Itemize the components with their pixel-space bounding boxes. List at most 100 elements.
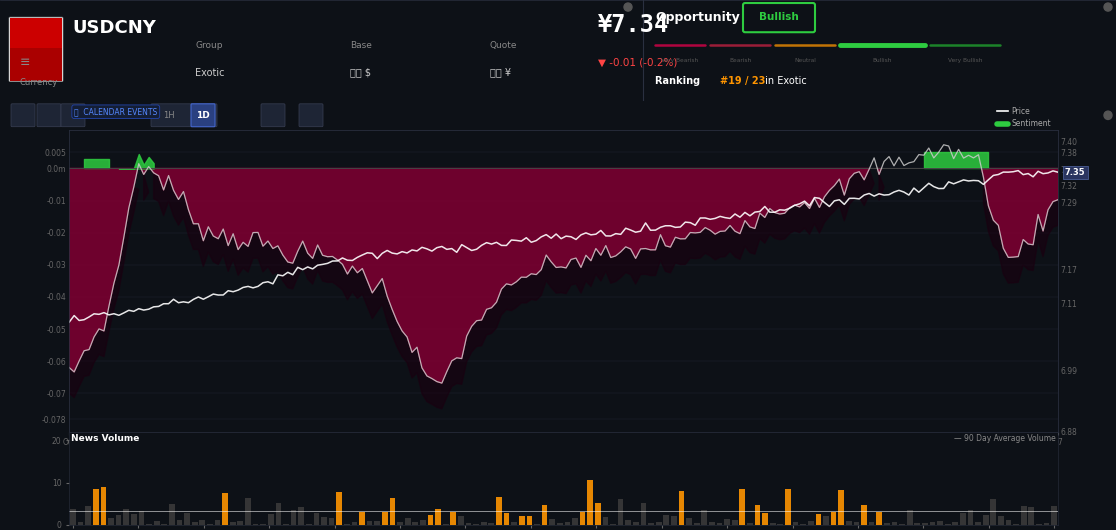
Bar <box>131 514 136 525</box>
Bar <box>595 503 600 525</box>
Bar <box>208 524 213 525</box>
Text: Currency: Currency <box>20 78 58 87</box>
Text: ¥7.34: ¥7.34 <box>598 13 670 37</box>
Text: 🇺🇸 $: 🇺🇸 $ <box>350 67 371 77</box>
Bar <box>854 522 859 525</box>
Text: #19 / 23: #19 / 23 <box>720 76 766 85</box>
Bar <box>579 511 586 525</box>
Bar <box>975 522 981 525</box>
Bar <box>922 523 927 525</box>
Bar <box>716 523 722 525</box>
Bar <box>1043 523 1049 525</box>
Bar <box>458 516 464 525</box>
Bar <box>770 524 776 525</box>
Bar <box>884 523 889 525</box>
Bar <box>1013 524 1019 525</box>
Bar <box>907 510 913 525</box>
Bar <box>397 522 403 525</box>
Bar <box>359 511 365 525</box>
Text: News Volume: News Volume <box>71 434 140 443</box>
Bar <box>435 509 441 525</box>
Bar <box>78 522 84 525</box>
Bar <box>519 516 525 525</box>
Bar <box>268 514 273 525</box>
Text: +: + <box>641 440 650 450</box>
Bar <box>862 505 867 525</box>
FancyBboxPatch shape <box>9 17 62 82</box>
Text: <: < <box>450 440 459 450</box>
FancyBboxPatch shape <box>541 436 622 455</box>
Bar <box>100 487 106 525</box>
Bar <box>618 499 624 525</box>
Bar <box>633 522 638 525</box>
Bar <box>952 522 959 525</box>
Bar <box>846 522 852 525</box>
FancyBboxPatch shape <box>261 104 285 127</box>
Text: 7.35: 7.35 <box>1065 167 1086 176</box>
Bar <box>314 514 319 525</box>
Text: ≡: ≡ <box>20 56 30 69</box>
Text: USDCNY: USDCNY <box>73 19 156 37</box>
Circle shape <box>1104 111 1112 119</box>
Bar <box>792 523 798 525</box>
FancyBboxPatch shape <box>151 104 217 127</box>
Bar <box>427 515 433 525</box>
Bar <box>10 48 62 81</box>
Bar <box>648 523 654 525</box>
Bar <box>511 522 517 525</box>
Bar <box>252 524 259 525</box>
FancyBboxPatch shape <box>37 104 61 127</box>
Text: 📅  CALENDAR EVENTS: 📅 CALENDAR EVENTS <box>74 107 157 116</box>
Bar <box>290 510 297 525</box>
Bar <box>465 523 471 525</box>
Bar <box>838 490 844 525</box>
Bar <box>914 523 920 525</box>
Bar <box>413 522 418 525</box>
Bar <box>503 513 509 525</box>
Bar <box>154 521 160 525</box>
Bar <box>694 523 700 525</box>
Bar <box>162 524 167 525</box>
Bar <box>124 509 129 525</box>
Text: Bullish: Bullish <box>873 58 892 63</box>
Bar <box>238 520 243 525</box>
Bar <box>557 523 562 525</box>
Bar <box>192 522 198 525</box>
Bar <box>968 510 973 525</box>
Bar <box>762 513 768 525</box>
Text: Ranking: Ranking <box>655 76 703 85</box>
Bar <box>70 509 76 525</box>
Text: Base: Base <box>350 41 372 50</box>
Text: Very Bullish: Very Bullish <box>947 58 982 63</box>
Circle shape <box>1104 3 1112 11</box>
Bar <box>724 519 730 525</box>
Text: — 90 Day Average Volume: — 90 Day Average Volume <box>954 434 1056 443</box>
Bar <box>656 522 662 525</box>
Text: Exotic: Exotic <box>195 67 224 77</box>
Text: Bearish: Bearish <box>729 58 751 63</box>
Bar <box>146 524 152 525</box>
FancyBboxPatch shape <box>605 436 685 455</box>
Bar <box>336 492 343 525</box>
Text: 1D: 1D <box>196 111 210 120</box>
Text: >: > <box>513 440 522 450</box>
Bar <box>85 506 92 525</box>
Bar <box>778 524 783 525</box>
Bar <box>321 517 327 525</box>
Bar <box>108 518 114 525</box>
Bar <box>246 498 251 525</box>
Bar <box>808 522 814 525</box>
Bar <box>1021 506 1027 525</box>
FancyBboxPatch shape <box>299 104 323 127</box>
Text: Bullish: Bullish <box>759 12 799 22</box>
Bar <box>754 505 760 525</box>
Text: Opportunity: Opportunity <box>655 11 740 24</box>
Text: Very Bearish: Very Bearish <box>662 58 699 63</box>
Bar <box>937 521 943 525</box>
Bar <box>824 516 829 525</box>
Bar <box>527 516 532 525</box>
Bar <box>702 510 708 525</box>
Bar <box>679 491 684 525</box>
Bar <box>389 498 395 525</box>
FancyBboxPatch shape <box>61 104 85 127</box>
